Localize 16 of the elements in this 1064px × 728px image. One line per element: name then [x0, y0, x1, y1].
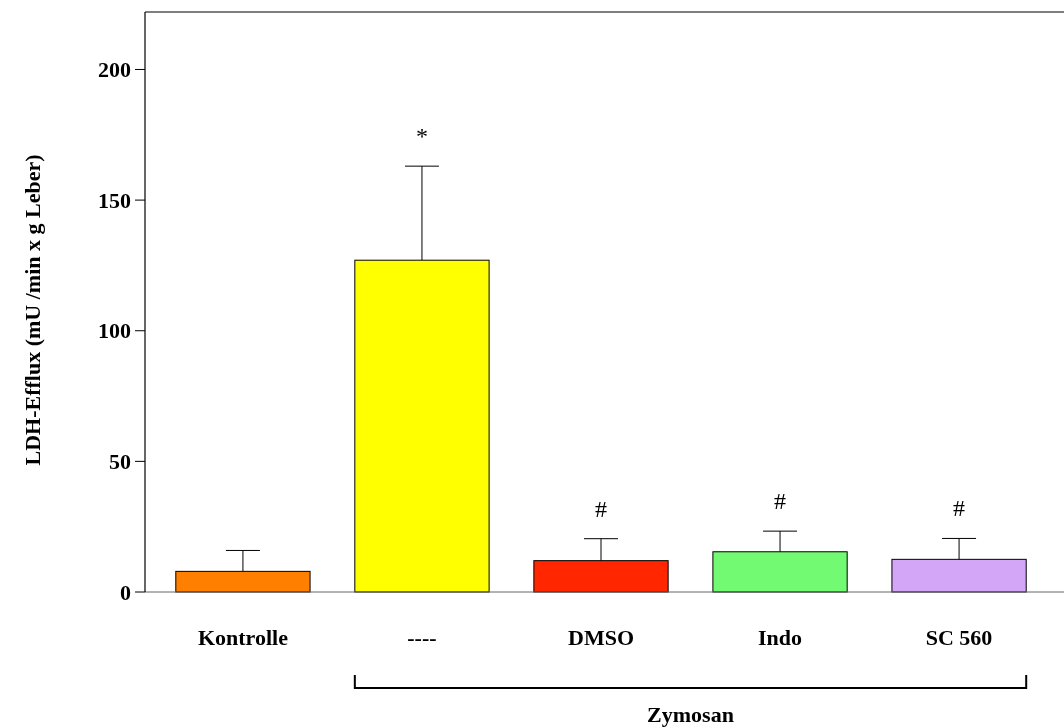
- x-tick-label: ----: [407, 625, 437, 650]
- x-tick-label: Indo: [758, 625, 803, 650]
- y-axis-title: LDH-Efflux (mU /min x g Leber): [20, 154, 45, 466]
- annotation: #: [953, 495, 966, 522]
- x-tick-label: DMSO: [568, 625, 634, 650]
- y-tick-label: 50: [109, 449, 131, 475]
- y-tick-label: 150: [98, 187, 131, 213]
- x-tick-label: Kontrolle: [197, 625, 289, 650]
- annotation: #: [774, 488, 787, 515]
- annotation: *: [415, 123, 428, 150]
- y-tick-label: 100: [98, 318, 131, 344]
- x-tick-label: SC 560: [925, 625, 993, 650]
- y-tick-label: 200: [98, 57, 131, 83]
- annotation: #: [595, 495, 607, 522]
- y-tick-label: 0: [120, 579, 131, 605]
- text: Zymosan: [647, 702, 734, 727]
